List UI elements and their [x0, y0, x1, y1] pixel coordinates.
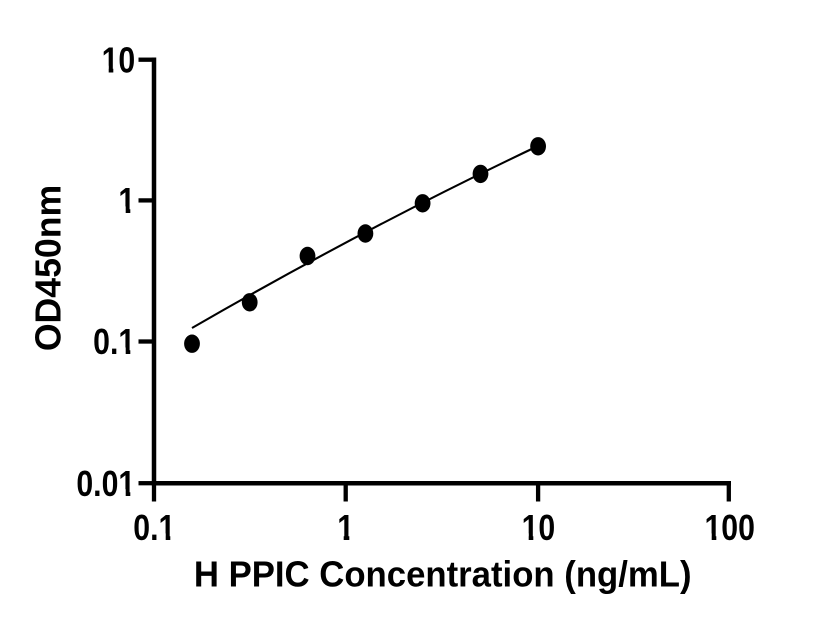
svg-text:1: 1	[118, 182, 135, 222]
svg-text:OD450nm: OD450nm	[28, 185, 68, 351]
svg-text:10: 10	[102, 41, 136, 81]
svg-text:1: 1	[337, 509, 354, 549]
svg-text:H PPIC Concentration (ng/mL): H PPIC Concentration (ng/mL)	[194, 555, 692, 595]
svg-text:0.1: 0.1	[93, 323, 135, 363]
svg-text:0.1: 0.1	[133, 509, 175, 549]
svg-text:100: 100	[704, 509, 754, 549]
svg-text:10: 10	[522, 509, 556, 549]
svg-text:0.01: 0.01	[76, 464, 135, 504]
